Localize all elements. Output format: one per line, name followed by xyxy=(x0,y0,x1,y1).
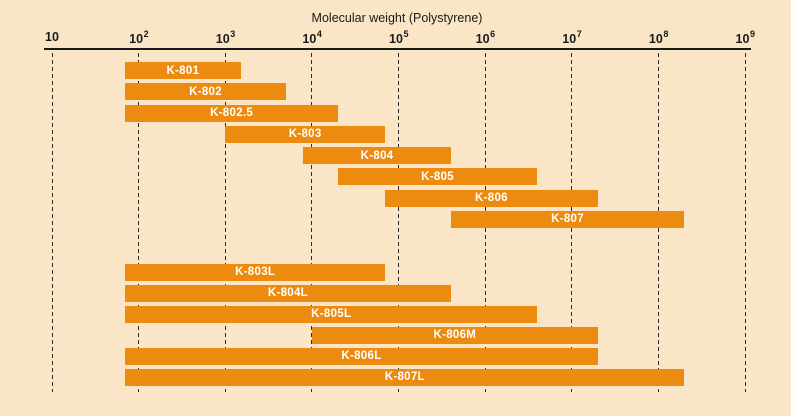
column-range-bar: K-803 xyxy=(225,125,386,143)
gridline xyxy=(224,53,226,392)
chart-title: Molecular weight (Polystyrene) xyxy=(311,11,483,25)
x-tick-label: 103 xyxy=(215,29,236,47)
gridline xyxy=(51,53,53,392)
column-range-bar: K-805 xyxy=(337,168,538,186)
column-range-bar: K-804 xyxy=(303,147,451,165)
bar-label: K-802 xyxy=(189,85,222,98)
gridline xyxy=(744,53,746,392)
column-range-bar: K-805L xyxy=(125,305,538,323)
bar-label: K-804L xyxy=(267,287,308,299)
column-range-bar: K-806L xyxy=(125,347,598,365)
x-tick-label: 106 xyxy=(475,29,496,47)
column-range-bar: K-802.5 xyxy=(125,104,338,122)
bar-label: K-804 xyxy=(360,149,394,162)
bar-label: K-802.5 xyxy=(210,107,254,120)
column-range-bar: K-807 xyxy=(450,210,685,228)
column-range-bar: K-803L xyxy=(125,263,386,281)
bar-label: K-806 xyxy=(475,192,508,205)
x-tick-label: 102 xyxy=(129,29,149,47)
column-range-bar: K-806M xyxy=(311,326,598,344)
bar-label: K-801 xyxy=(166,64,200,77)
bar-label: K-807L xyxy=(384,371,425,383)
column-range-bar: K-807L xyxy=(125,368,685,386)
x-tick-label: 108 xyxy=(648,29,669,47)
bar-label: K-805L xyxy=(311,308,352,320)
column-range-bar: K-806 xyxy=(385,189,598,207)
bar-label: K-803L xyxy=(235,266,276,278)
x-tick-label: 107 xyxy=(562,29,582,47)
x-tick-label: 104 xyxy=(302,29,322,47)
x-tick-label: 10 xyxy=(45,30,59,44)
x-axis-line xyxy=(44,48,751,50)
gridline xyxy=(138,53,140,392)
column-range-bar: K-802 xyxy=(125,83,286,101)
gridline xyxy=(311,53,313,392)
bar-label: K-803 xyxy=(288,128,322,141)
bar-label: K-806L xyxy=(341,350,382,362)
x-tick-label: 109 xyxy=(735,29,755,47)
bar-label: K-807 xyxy=(551,213,584,226)
column-range-bar: K-804L xyxy=(125,284,451,302)
column-range-bar: K-801 xyxy=(125,62,241,79)
gridline xyxy=(398,53,399,392)
x-tick-label: 105 xyxy=(389,29,409,47)
bar-label: K-806M xyxy=(433,329,477,341)
bar-label: K-805 xyxy=(421,170,454,183)
